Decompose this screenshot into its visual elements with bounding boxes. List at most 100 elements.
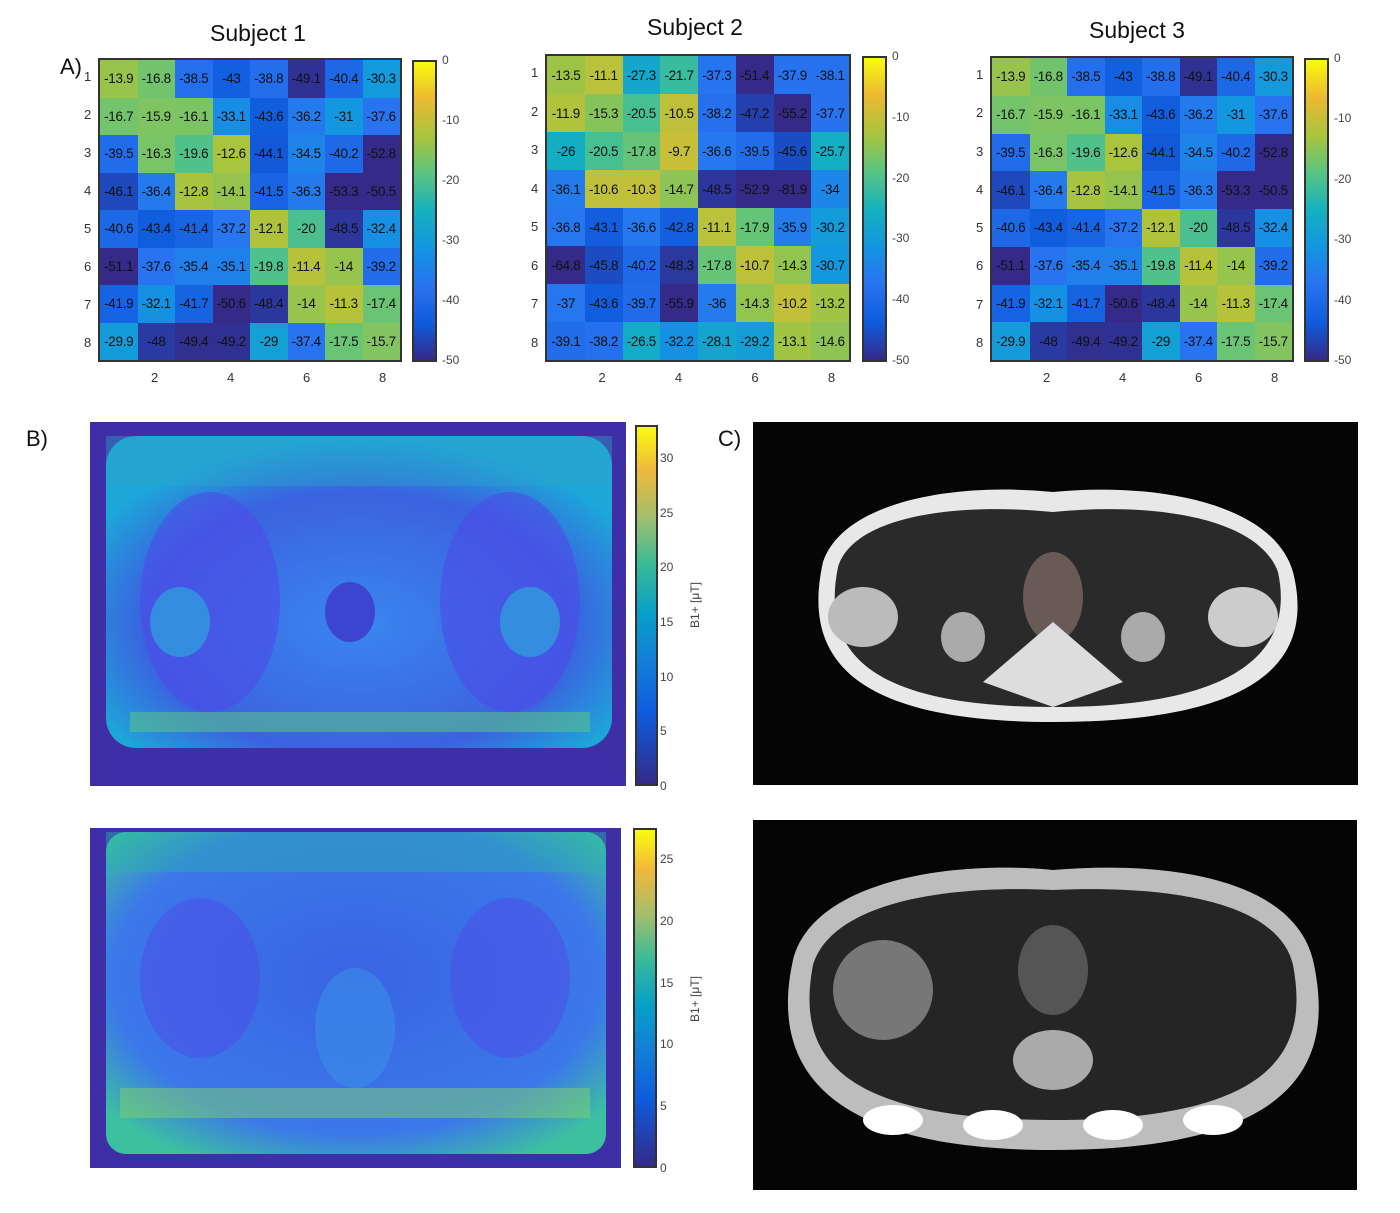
heatmap-cell: -11.1 bbox=[584, 56, 623, 94]
heatmap-cell: -37.2 bbox=[1104, 209, 1142, 247]
heatmap-cell: -49.4 bbox=[175, 322, 213, 360]
heatmap-cell: -14.3 bbox=[735, 284, 774, 322]
heatmap-cell: -16.3 bbox=[1029, 133, 1067, 172]
row-tick-label: 5 bbox=[976, 220, 984, 236]
heatmap-cell: -44.1 bbox=[250, 135, 288, 173]
colorbar-tick-label: 15 bbox=[660, 975, 674, 990]
heatmap-cell: -38.1 bbox=[811, 56, 849, 94]
heatmap-cell: -48.5 bbox=[325, 210, 363, 248]
heatmap-cell: -29 bbox=[1142, 322, 1180, 360]
heatmap-cell: -52.8 bbox=[362, 135, 400, 173]
row-tick-label: 7 bbox=[976, 296, 984, 312]
heatmap-cell: -35.9 bbox=[773, 208, 812, 246]
heatmap-cell: -40.2 bbox=[1217, 133, 1255, 172]
heatmap-cell: -29 bbox=[250, 322, 288, 360]
heatmap-cell: -20.5 bbox=[584, 132, 623, 170]
heatmap-cell: -39.1 bbox=[547, 322, 585, 360]
heatmap-cell: -11.3 bbox=[325, 285, 363, 323]
heatmap-cell: -40.4 bbox=[1217, 58, 1255, 96]
heatmap-cell: -37.4 bbox=[287, 322, 325, 360]
heatmap-cell: -34 bbox=[811, 170, 849, 208]
heatmap-cell: -13.1 bbox=[773, 322, 812, 360]
heatmap-cell: -40.2 bbox=[325, 135, 363, 173]
heatmap-cell: -11.9 bbox=[547, 94, 585, 132]
b1-map-bottom bbox=[90, 828, 621, 1168]
colorbar-tick-label: -50 bbox=[1334, 353, 1352, 367]
heatmap-cell: -36.8 bbox=[547, 208, 585, 246]
heatmap-cell: -17.8 bbox=[698, 246, 736, 284]
colorbar-unit-label: B1+ [μT] bbox=[687, 976, 702, 1022]
heatmap-cell: -32.2 bbox=[660, 322, 698, 360]
heatmap-cell: -15.3 bbox=[584, 94, 623, 132]
heatmap-cell: -37.6 bbox=[1029, 246, 1067, 285]
heatmap-cell: -41.5 bbox=[1142, 171, 1180, 209]
heatmap-cell: -32.1 bbox=[137, 285, 175, 323]
heatmap-cell: -41.7 bbox=[175, 285, 213, 323]
colorbar-unit-label: B1+ [μT] bbox=[687, 582, 702, 628]
heatmap-cell: -35.1 bbox=[212, 247, 250, 285]
heatmap-grid: -13.9 -16.8 -38.5 -43 -38.8 -49.1 -40.4 -30.3 -1… bbox=[990, 56, 1294, 362]
heatmap-cell: -64.8 bbox=[547, 246, 585, 284]
heatmap-cell: -31 bbox=[1217, 95, 1255, 134]
heatmap-cell: -37.2 bbox=[212, 210, 250, 248]
row-tick-label: 4 bbox=[84, 183, 92, 198]
heatmap-cell: -37.4 bbox=[1179, 322, 1217, 360]
heatmap-cell: -39.5 bbox=[992, 133, 1030, 172]
heatmap-cell: -43.4 bbox=[1029, 209, 1067, 247]
row-tick-label: 2 bbox=[976, 105, 984, 121]
heatmap-cell: -13.9 bbox=[100, 60, 138, 98]
heatmap-cell: -14.1 bbox=[1104, 171, 1142, 209]
heatmap-cell: -35.1 bbox=[1104, 246, 1142, 285]
heatmap-cell: -21.7 bbox=[660, 56, 698, 94]
heatmap-cell: -12.1 bbox=[1142, 209, 1180, 247]
row-tick-label: 7 bbox=[84, 297, 92, 312]
heatmap-cell: -41.4 bbox=[175, 210, 213, 248]
heatmap-cell: -14.7 bbox=[660, 170, 698, 208]
heatmap-cell: -9.7 bbox=[660, 132, 698, 170]
row-tick-label: 5 bbox=[84, 221, 92, 236]
heatmap-cell: -13.5 bbox=[547, 56, 585, 94]
heatmap-cell: -20 bbox=[1179, 209, 1217, 247]
colorbar-tick-label: 10 bbox=[660, 669, 674, 684]
row-tick-label: 8 bbox=[531, 334, 539, 350]
heatmap-cell: -17.4 bbox=[1254, 284, 1292, 323]
heatmap-cell: -12.1 bbox=[250, 210, 288, 248]
heatmap-cell: -35.4 bbox=[1067, 246, 1105, 285]
heatmap-cell: -51.4 bbox=[735, 56, 774, 94]
heatmap-cell: -11.4 bbox=[1179, 246, 1217, 285]
mri-image-bottom bbox=[753, 820, 1357, 1190]
heatmap-cell: -10.2 bbox=[773, 284, 812, 322]
heatmap-cell: -11.4 bbox=[287, 247, 325, 285]
row-tick-label: 3 bbox=[531, 142, 539, 158]
heatmap-cell: -19.8 bbox=[1142, 246, 1180, 285]
heatmap-cell: -49.1 bbox=[1179, 58, 1217, 96]
colorbar-tick-label: 5 bbox=[660, 1099, 667, 1114]
x-tick-label: 6 bbox=[751, 370, 759, 385]
heatmap-cell: -43 bbox=[1104, 58, 1142, 96]
colorbar-tick-label: 0 bbox=[660, 1161, 667, 1175]
colorbar-tick-label: -10 bbox=[442, 113, 460, 127]
x-tick-label: 6 bbox=[303, 370, 311, 385]
row-tick-label: 1 bbox=[976, 67, 984, 83]
heatmap-cell: -35.4 bbox=[175, 247, 213, 285]
heatmap-cell: -14 bbox=[325, 247, 363, 285]
heatmap-cell: -37.6 bbox=[362, 97, 400, 135]
heatmap-cell: -49.1 bbox=[287, 60, 325, 98]
colorbar-tick-label: -30 bbox=[1334, 232, 1352, 247]
heatmap-cell: -31 bbox=[325, 97, 363, 135]
x-tick-label: 2 bbox=[1043, 370, 1051, 385]
heatmap-cell: -15.7 bbox=[1254, 322, 1292, 360]
heatmap-cell: -36.2 bbox=[287, 97, 325, 135]
heatmap-cell: -11.3 bbox=[1217, 284, 1255, 323]
heatmap-cell: -28.1 bbox=[698, 322, 736, 360]
heatmap-cell: -17.8 bbox=[622, 132, 661, 170]
row-tick-label: 8 bbox=[976, 334, 984, 350]
heatmap-cell: -33.1 bbox=[1104, 95, 1142, 134]
x-tick-label: 8 bbox=[827, 370, 836, 385]
heatmap-cell: -14 bbox=[1179, 284, 1217, 323]
colorbar-tick-label: 10 bbox=[660, 1037, 674, 1052]
heatmap-cell: -38.8 bbox=[1142, 58, 1180, 96]
heatmap-cell: -14.6 bbox=[811, 322, 849, 360]
heatmap-cell: -10.6 bbox=[584, 170, 623, 208]
heatmap-cell: -52.8 bbox=[1254, 133, 1292, 172]
